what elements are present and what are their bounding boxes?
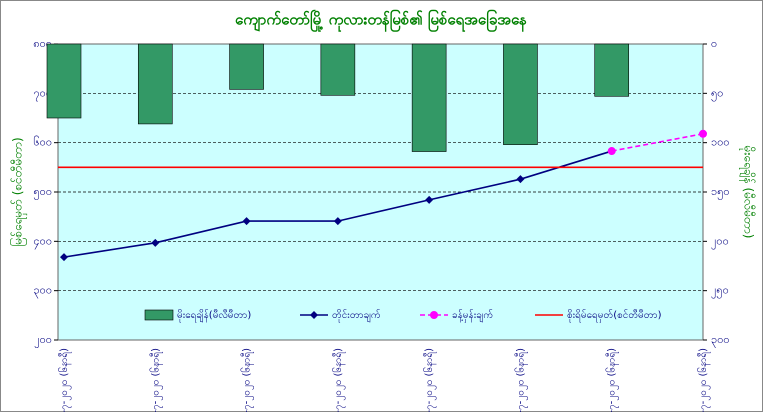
bar: [594, 43, 630, 97]
y-tick-label: ၅၀၀: [33, 185, 52, 200]
y-tick-label: ၆၀၀: [33, 136, 52, 149]
point: [60, 253, 68, 262]
x-tick-label: ၁၃-၇-၂၀၂၀ (၆နာရီ): [513, 348, 528, 412]
bar: [320, 43, 356, 96]
legend-label: စိုးရိမ်ရေမှတ်(စင်တီမီတာ): [567, 308, 662, 323]
bar: [503, 43, 538, 145]
legend-marker: [430, 311, 438, 319]
y-tick-label: ၃၀၀: [33, 284, 52, 299]
bar: [46, 43, 82, 119]
y-tick-label: ၂၀၀: [34, 333, 52, 348]
point: [425, 195, 434, 204]
bar: [137, 43, 173, 125]
x-tick-label: ၈-၇-၂၀၂၀ (၆နာရီ): [57, 348, 72, 412]
y2-tick-label: ၂၅၀: [711, 284, 729, 299]
x-tick-label: ၁၅-၇-၂၀၂၀ (၆နာရီ): [696, 348, 711, 412]
x-tick-label: ၁၄-၇-၂၀၂၀ (၆နာရီ): [605, 348, 620, 412]
legend-label: တိုင်းတာချက်: [332, 308, 381, 323]
point: [242, 217, 251, 226]
point: [516, 175, 525, 184]
legend-label: ခန့်မှန်းချက်: [452, 308, 493, 323]
legend-label: မိုးရေချိန်(မီလီမီတာ): [177, 308, 251, 323]
point: [333, 217, 342, 226]
y2-tick-label: ၃၀၀: [711, 333, 730, 348]
y2-tick-label: ၁၀၀: [711, 136, 730, 149]
y-axis-label: မြစ်ရေမှတ် (စင်တီမီတာ): [9, 137, 28, 246]
y2-tick-label: ၂၀၀: [711, 234, 729, 249]
y2-tick-label: ၅၀: [711, 86, 723, 101]
point: [607, 147, 616, 156]
x-tick-label: ၉-၇-၂၀၂၀ (၆နာရီ): [148, 348, 163, 412]
y2-tick-label: ၀: [711, 37, 717, 50]
x-tick-label: ၁၁-၇-၂၀၂၀ (၆နာရီ): [331, 348, 346, 412]
x-tick-label: ၁၀-၇-၂၀၂၀ (၆နာရီ): [240, 348, 255, 412]
y2-tick-label: ၁၅၀: [711, 185, 730, 200]
point: [151, 238, 160, 247]
y2-axis-label: မိုးရေချိန် (မီလီမီတာ): [739, 146, 757, 239]
legend-swatch: [144, 309, 174, 321]
point: [699, 129, 707, 138]
y-tick-label: ၄၀၀: [33, 234, 52, 249]
legend-marker: [310, 311, 318, 319]
bar: [411, 43, 447, 152]
bar: [229, 43, 264, 90]
x-tick-label: ၁၂-၇-၂၀၂၀ (၆နာရီ): [422, 348, 437, 412]
